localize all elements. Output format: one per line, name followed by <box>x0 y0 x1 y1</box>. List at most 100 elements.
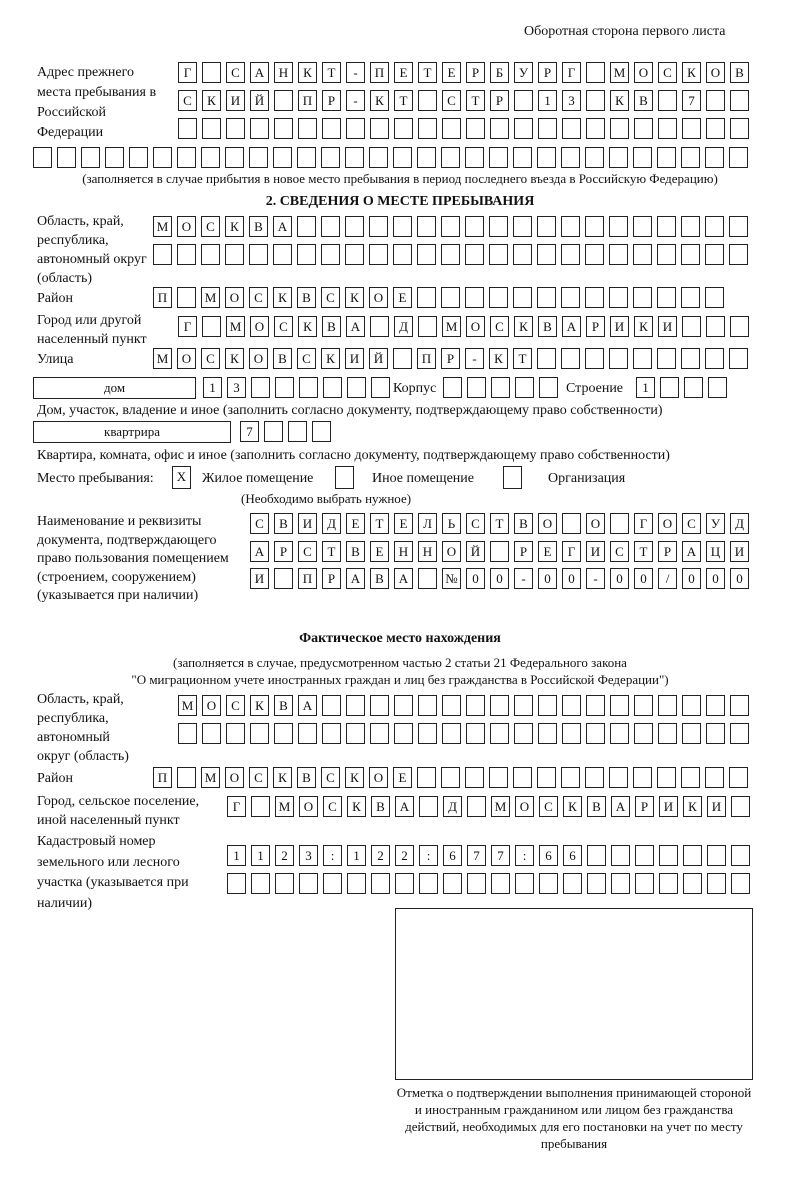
char-cell[interactable] <box>153 147 172 168</box>
char-cell[interactable]: В <box>274 513 293 534</box>
char-cell[interactable] <box>466 118 485 139</box>
char-cell[interactable]: С <box>323 796 342 817</box>
char-cell[interactable] <box>513 147 532 168</box>
char-cell[interactable]: И <box>586 541 605 562</box>
char-cell[interactable] <box>681 287 700 308</box>
char-cell[interactable] <box>681 147 700 168</box>
char-cell[interactable] <box>514 723 533 744</box>
char-cell[interactable] <box>657 348 676 369</box>
char-cell[interactable]: Ь <box>442 513 461 534</box>
char-cell[interactable] <box>609 287 628 308</box>
char-cell[interactable] <box>633 216 652 237</box>
char-cell[interactable] <box>345 244 364 265</box>
char-cell[interactable]: У <box>706 513 725 534</box>
char-cell[interactable]: А <box>682 541 701 562</box>
char-cell[interactable]: 0 <box>610 568 629 589</box>
char-cell[interactable] <box>489 767 508 788</box>
char-cell[interactable] <box>585 767 604 788</box>
char-cell[interactable] <box>634 118 653 139</box>
char-cell[interactable] <box>393 216 412 237</box>
char-cell[interactable]: М <box>201 287 220 308</box>
char-cell[interactable]: 0 <box>538 568 557 589</box>
char-cell[interactable] <box>274 723 293 744</box>
char-cell[interactable] <box>441 287 460 308</box>
char-cell[interactable]: О <box>586 513 605 534</box>
char-cell[interactable] <box>393 244 412 265</box>
char-cell[interactable] <box>298 118 317 139</box>
char-cell[interactable]: М <box>226 316 245 337</box>
char-cell[interactable]: С <box>298 541 317 562</box>
char-cell[interactable]: 7 <box>491 845 510 866</box>
char-cell[interactable] <box>297 216 316 237</box>
char-cell[interactable]: К <box>634 316 653 337</box>
char-cell[interactable] <box>633 287 652 308</box>
char-cell[interactable]: 0 <box>490 568 509 589</box>
char-cell[interactable] <box>633 244 652 265</box>
char-cell[interactable]: О <box>177 216 196 237</box>
char-cell[interactable] <box>681 244 700 265</box>
char-cell[interactable] <box>609 767 628 788</box>
char-cell[interactable]: П <box>153 287 172 308</box>
char-cell[interactable] <box>81 147 100 168</box>
char-cell[interactable] <box>418 568 437 589</box>
char-cell[interactable] <box>706 316 725 337</box>
char-cell[interactable] <box>562 513 581 534</box>
char-cell[interactable] <box>33 147 52 168</box>
char-cell[interactable] <box>345 147 364 168</box>
char-cell[interactable]: А <box>346 316 365 337</box>
char-cell[interactable] <box>681 348 700 369</box>
char-cell[interactable]: С <box>274 316 293 337</box>
char-cell[interactable]: А <box>273 216 292 237</box>
char-cell[interactable]: С <box>226 695 245 716</box>
char-cell[interactable]: С <box>490 316 509 337</box>
char-cell[interactable] <box>706 90 725 111</box>
char-cell[interactable]: / <box>658 568 677 589</box>
char-cell[interactable]: Й <box>466 541 485 562</box>
char-cell[interactable]: П <box>417 348 436 369</box>
char-cell[interactable]: 7 <box>240 421 259 442</box>
char-cell[interactable] <box>609 244 628 265</box>
char-cell[interactable] <box>539 377 558 398</box>
char-cell[interactable] <box>538 723 557 744</box>
char-cell[interactable] <box>681 767 700 788</box>
char-cell[interactable] <box>682 695 701 716</box>
char-cell[interactable] <box>657 147 676 168</box>
char-cell[interactable] <box>250 723 269 744</box>
char-cell[interactable]: В <box>249 216 268 237</box>
char-cell[interactable] <box>513 287 532 308</box>
char-cell[interactable] <box>177 767 196 788</box>
char-cell[interactable] <box>705 348 724 369</box>
char-cell[interactable] <box>297 147 316 168</box>
char-cell[interactable] <box>657 216 676 237</box>
char-cell[interactable]: Т <box>513 348 532 369</box>
char-cell[interactable] <box>562 118 581 139</box>
char-cell[interactable] <box>729 244 748 265</box>
char-cell[interactable] <box>442 723 461 744</box>
char-cell[interactable]: Р <box>586 316 605 337</box>
char-cell[interactable] <box>730 118 749 139</box>
char-cell[interactable]: В <box>538 316 557 337</box>
char-cell[interactable] <box>659 873 678 894</box>
char-cell[interactable] <box>706 118 725 139</box>
char-cell[interactable] <box>611 873 630 894</box>
char-cell[interactable] <box>288 421 307 442</box>
char-cell[interactable]: 1 <box>636 377 655 398</box>
char-cell[interactable]: 0 <box>466 568 485 589</box>
char-cell[interactable]: 0 <box>682 568 701 589</box>
char-cell[interactable] <box>442 695 461 716</box>
char-cell[interactable] <box>465 216 484 237</box>
char-cell[interactable]: К <box>345 767 364 788</box>
char-cell[interactable]: В <box>587 796 606 817</box>
char-cell[interactable] <box>273 147 292 168</box>
char-cell[interactable] <box>417 216 436 237</box>
char-cell[interactable]: Е <box>346 513 365 534</box>
char-cell[interactable] <box>708 377 727 398</box>
char-cell[interactable] <box>178 118 197 139</box>
char-cell[interactable] <box>489 244 508 265</box>
char-cell[interactable] <box>729 147 748 168</box>
char-cell[interactable] <box>490 118 509 139</box>
char-cell[interactable] <box>225 147 244 168</box>
char-cell[interactable]: : <box>323 845 342 866</box>
char-cell[interactable]: - <box>586 568 605 589</box>
char-cell[interactable] <box>657 287 676 308</box>
